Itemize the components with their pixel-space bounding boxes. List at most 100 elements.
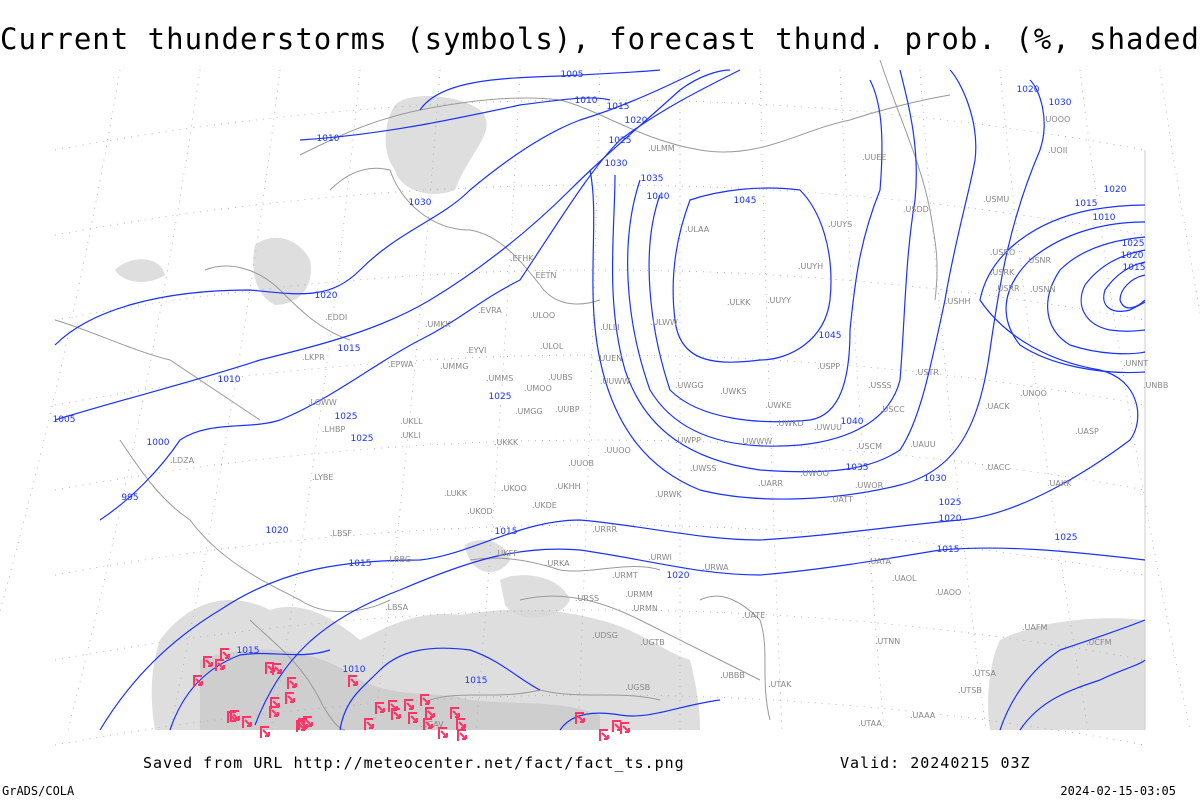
station-label: .URWA: [702, 563, 729, 572]
isobar: [254, 547, 1146, 726]
thunderstorm-symbol: [375, 702, 385, 714]
station-label: .UGSB: [625, 683, 650, 692]
coastline: [119, 439, 391, 613]
isobar: [99, 204, 1146, 731]
station-label: .EETN: [533, 271, 557, 280]
thunderstorm-symbols: [193, 648, 630, 741]
isobar-label: 1045: [734, 196, 757, 206]
coastline: [699, 595, 771, 721]
coastline: [469, 557, 661, 572]
station-label: .URMT: [612, 571, 638, 580]
station-label: .UWKD: [776, 419, 804, 428]
station-label: .UACC: [985, 463, 1010, 472]
isobar: [419, 69, 661, 111]
station-label: .ULAA: [685, 225, 710, 234]
station-label: .UWWW: [740, 437, 772, 446]
thunderstorm-symbol: [220, 648, 230, 660]
thunderstorm-icon: [423, 718, 433, 730]
station-label: .USHH: [945, 297, 971, 306]
probability-area: [115, 259, 165, 282]
isobar: [99, 69, 741, 521]
station-label: .ULLI: [600, 323, 620, 332]
station-label: .USPP: [817, 362, 840, 371]
station-label: .UCFM: [1086, 638, 1112, 647]
isobar: [648, 79, 883, 423]
isobar-label: 1015: [237, 646, 260, 656]
map-title: Current thunderstorms (symbols), forecas…: [0, 22, 1200, 56]
meridian: [919, 69, 987, 731]
isobar-label: 1030: [605, 159, 628, 169]
station-label: .LUKK: [444, 489, 468, 498]
thunderstorm-icon: [227, 711, 237, 723]
thunderstorm-icon: [420, 694, 430, 706]
station-label: .UDSG: [592, 631, 618, 640]
isobar: [589, 79, 1045, 500]
station-label: .UUEN: [597, 354, 622, 363]
coastline: [429, 689, 661, 701]
thunderstorm-icon: [260, 726, 270, 738]
thunderstorm-icon: [285, 692, 295, 704]
isobar-label: 1000: [147, 438, 170, 448]
station-label: .UUOB: [568, 459, 594, 468]
station-label: .USCC: [880, 405, 905, 414]
isobar-label: 1020: [1104, 185, 1127, 195]
station-label: .UTSA: [972, 669, 997, 678]
thunderstorm-symbol: [425, 707, 435, 719]
isobar-label: 995: [121, 493, 138, 503]
thunderstorm-icon: [408, 712, 418, 724]
thunderstorm-symbol: [215, 659, 225, 671]
isobar-label: 1010: [575, 96, 598, 106]
station-label: .UKLL: [400, 417, 423, 426]
station-label: .ULMM: [648, 144, 675, 153]
station-label: .UNOO: [1020, 389, 1047, 398]
thunderstorm-icon: [303, 716, 313, 728]
thunderstorm-icon: [391, 708, 401, 720]
station-label: .UMMG: [440, 362, 468, 371]
isobar-label: 1015: [495, 527, 518, 537]
station-label: .LOWW: [308, 398, 337, 407]
station-label: .USRO: [990, 248, 1015, 257]
thunderstorm-probability-shading: [115, 95, 1145, 730]
thunderstorm-icon: [215, 659, 225, 671]
isobar-label: 1015: [607, 102, 630, 112]
thunderstorm-icon: [272, 663, 282, 675]
station-label: .UTSB: [958, 686, 982, 695]
isobar: [627, 69, 917, 447]
source-url-text: Saved from URL http://meteocenter.net/fa…: [143, 754, 685, 772]
meridian: [1159, 69, 1200, 314]
thunderstorm-symbol: [242, 716, 252, 728]
thunderstorm-symbol: [296, 720, 306, 732]
parallel: [54, 439, 1146, 491]
thunderstorm-icon: [270, 697, 280, 709]
thunderstorm-symbol: [265, 662, 275, 674]
thunderstorm-symbol: [287, 677, 297, 689]
thunderstorm-symbol: [193, 675, 203, 687]
thunderstorm-icon: [620, 722, 630, 734]
probability-area: [988, 618, 1145, 730]
thunderstorm-symbol: [388, 700, 398, 712]
thunderstorm-icon: [438, 727, 448, 739]
coastline: [329, 167, 601, 305]
thunderstorm-symbol: [420, 694, 430, 706]
isobar-label: 1025: [335, 412, 358, 422]
station-label: .URKA: [545, 559, 570, 568]
station-label: .UUBS: [548, 373, 573, 382]
station-label: .UOOO: [1043, 115, 1070, 124]
thunderstorm-symbol: [423, 718, 433, 730]
isobar-label: 1025: [1122, 239, 1145, 249]
station-label: .UATA: [868, 557, 892, 566]
generated-timestamp: 2024-02-15-03:05: [1060, 784, 1176, 798]
station-label: .URWI: [648, 553, 672, 562]
thunderstorm-icon: [296, 720, 306, 732]
isobar-label: 1040: [841, 417, 864, 427]
parallel: [54, 184, 1146, 236]
station-label: .UTAK: [768, 680, 792, 689]
thunderstorm-icon: [364, 718, 374, 730]
thunderstorm-symbol: [457, 729, 467, 741]
thunderstorm-symbol: [270, 697, 280, 709]
isobar: [54, 69, 701, 346]
station-label: .UKDE: [532, 501, 557, 510]
isobars: [54, 69, 1146, 731]
station-label: .UAUU: [910, 440, 936, 449]
lat-lon-grid: [0, 69, 1200, 746]
